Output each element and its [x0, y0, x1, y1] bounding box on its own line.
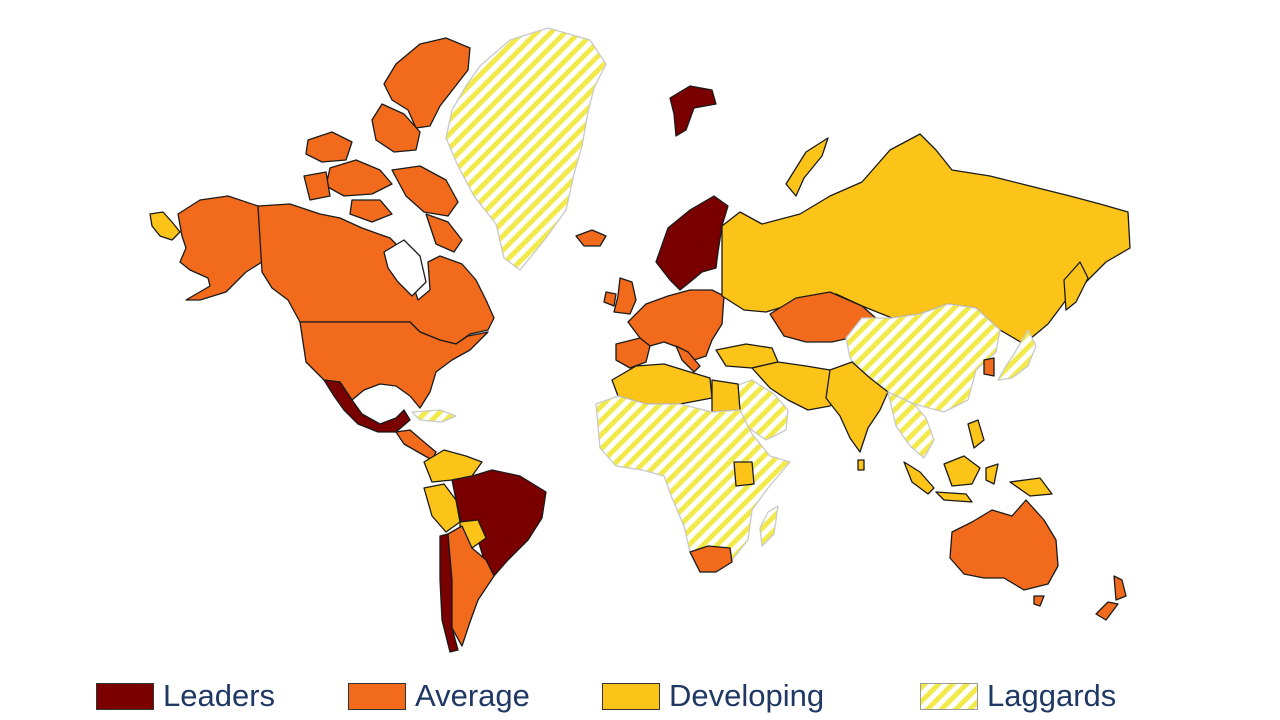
world-map: [149, 27, 1131, 653]
region-canada-arctic-1: [383, 37, 471, 129]
region-se-asia: [887, 391, 935, 459]
region-australia: [949, 499, 1059, 591]
region-cuba: [411, 409, 457, 423]
region-sulawesi: [985, 463, 999, 485]
region-new-guinea: [1009, 477, 1053, 497]
legend-swatch-developing: [602, 682, 660, 710]
legend-label-developing: Developing: [669, 678, 825, 713]
region-canada-arctic-2: [371, 103, 421, 153]
region-canada-arctic-6: [391, 165, 459, 217]
legend-label-leaders: Leaders: [163, 678, 276, 713]
region-japan: [997, 329, 1037, 381]
legend-item-average: Average: [348, 676, 530, 716]
region-alaska-west: [149, 211, 181, 241]
region-uk: [613, 277, 637, 315]
region-baffin: [425, 213, 463, 253]
region-canada-arctic-7: [349, 199, 393, 223]
legend-swatch-laggards: [920, 682, 978, 710]
region-madagascar: [759, 505, 779, 547]
map-legend: Leaders Average Developing Laggards: [0, 676, 1280, 716]
region-sri-lanka: [857, 459, 865, 471]
region-africa-main: [595, 395, 791, 573]
region-tasmania: [1033, 595, 1045, 607]
region-kenya: [733, 461, 755, 487]
region-kamchatka: [1063, 261, 1089, 311]
region-ireland: [603, 291, 617, 307]
region-colombia-venezuela: [423, 449, 483, 483]
region-alaska: [177, 195, 263, 301]
legend-item-leaders: Leaders: [96, 676, 275, 716]
region-novaya-zemlya: [785, 137, 829, 197]
region-korea: [983, 357, 995, 377]
region-iceland: [575, 229, 607, 247]
legend-label-laggards: Laggards: [987, 678, 1117, 713]
region-svalbard: [669, 85, 717, 137]
legend-swatch-average: [348, 682, 406, 710]
region-western-europe: [627, 289, 725, 361]
world-map-svg: [149, 27, 1131, 653]
region-scandinavia: [655, 195, 729, 291]
region-canada-arctic-4: [325, 159, 393, 197]
region-argentina: [447, 525, 495, 647]
region-iberia: [615, 337, 651, 369]
region-greenland: [445, 27, 607, 271]
legend-swatch-leaders: [96, 682, 154, 710]
region-indonesia-1: [903, 461, 935, 495]
region-philippines: [967, 419, 985, 449]
region-india: [825, 361, 889, 453]
legend-item-laggards: Laggards: [920, 676, 1116, 716]
region-italy: [675, 345, 701, 373]
legend-item-developing: Developing: [602, 676, 824, 716]
region-hudson-bay: [383, 239, 427, 297]
region-new-zealand-north: [1113, 575, 1127, 601]
region-central-america: [395, 429, 437, 461]
region-borneo: [943, 455, 981, 487]
region-mexico: [323, 379, 411, 433]
region-south-africa: [689, 545, 733, 573]
region-egypt: [711, 379, 741, 413]
legend-label-average: Average: [415, 678, 530, 713]
region-canada-arctic-3: [305, 131, 353, 163]
region-new-zealand-south: [1095, 601, 1119, 621]
region-indonesia-2: [935, 491, 973, 503]
region-canada-arctic-5: [303, 171, 331, 201]
